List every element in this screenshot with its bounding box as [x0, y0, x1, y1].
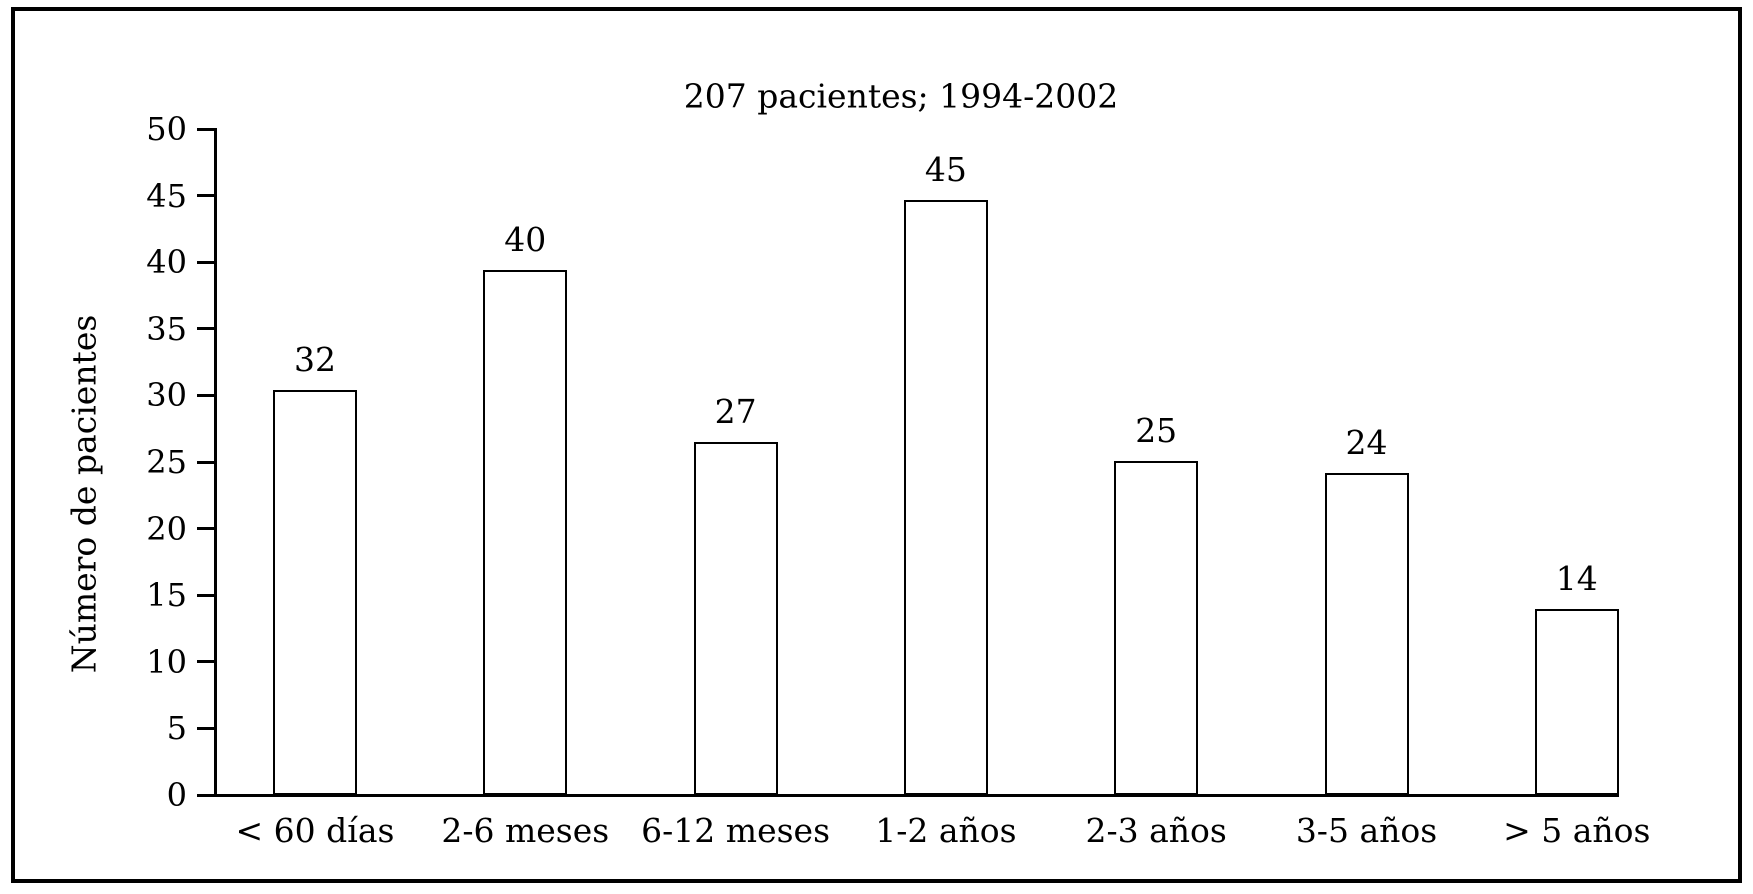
bar-value-label: 24	[1345, 422, 1388, 462]
y-tick-mark	[197, 393, 215, 397]
y-tick-label: 20	[146, 509, 187, 548]
bar-value-label: 25	[1135, 410, 1178, 450]
x-category-label: 2-6 meses	[441, 811, 610, 850]
x-category-label: > 5 años	[1503, 811, 1651, 850]
x-category-label: 2-3 años	[1085, 811, 1227, 850]
y-tick-label: 25	[146, 443, 187, 481]
bar	[1114, 460, 1199, 795]
bar-value-label: 27	[714, 392, 757, 432]
y-tick-mark	[197, 127, 215, 131]
bar	[1534, 608, 1619, 795]
x-category-label: < 60 días	[235, 811, 395, 850]
y-tick-label: 15	[146, 576, 187, 615]
bar	[903, 199, 988, 795]
bar-value-label: 45	[924, 149, 967, 189]
y-tick-mark	[197, 460, 215, 464]
y-tick-label: 10	[146, 642, 187, 681]
y-tick-label: 35	[146, 309, 187, 348]
y-tick-label: 45	[146, 176, 187, 215]
y-axis-line	[213, 127, 217, 797]
bar-value-label: 40	[504, 220, 547, 260]
x-category-label: 6-12 meses	[641, 811, 831, 850]
y-tick-mark	[197, 593, 215, 597]
bar	[693, 442, 778, 795]
y-tick-mark	[197, 260, 215, 264]
y-tick-mark	[197, 726, 215, 730]
bar-value-label: 14	[1555, 558, 1598, 598]
x-category-label: 3-5 años	[1295, 811, 1438, 850]
y-tick-mark	[197, 660, 215, 664]
y-tick-label: 50	[146, 110, 187, 148]
y-tick-mark	[197, 327, 215, 331]
bar-value-label: 32	[294, 340, 336, 380]
y-tick-mark	[197, 793, 215, 797]
y-tick-mark	[197, 527, 215, 531]
x-axis-line	[197, 793, 1619, 797]
y-tick-mark	[197, 194, 215, 198]
bar	[483, 270, 568, 795]
chart-title: 207 pacientes; 1994-2002	[683, 76, 1119, 116]
y-axis-title: Número de pacientes	[64, 314, 104, 674]
x-category-label: 1-2 años	[875, 811, 1017, 850]
figure-border	[11, 7, 1742, 883]
y-tick-label: 0	[166, 776, 187, 814]
y-tick-label: 5	[166, 709, 187, 748]
y-tick-label: 40	[146, 243, 187, 282]
y-tick-label: 30	[146, 376, 187, 415]
bar	[1324, 472, 1409, 795]
bar	[273, 390, 357, 795]
